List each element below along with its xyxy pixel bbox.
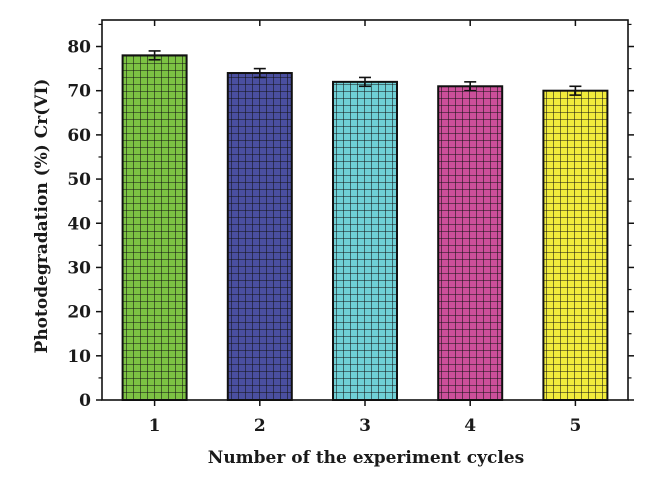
bar-cycle-3 [332,80,398,401]
y-tick-label: 20 [67,303,91,323]
bars-layer [121,50,609,402]
y-tick-label: 80 [67,38,91,58]
x-tick-label: 1 [149,416,161,436]
bar-cycle-5 [542,89,609,402]
bar-cycle-4 [437,85,504,401]
bar-cycle-2 [226,72,293,401]
error-bar-cycle-5 [569,85,582,96]
error-bar-cycle-2 [253,67,266,79]
x-tick-label: 2 [254,416,266,436]
error-bar-cycle-1 [148,50,161,61]
y-tick-label: 40 [67,214,91,234]
x-tick-label: 3 [359,416,371,436]
y-tick-label: 0 [79,391,91,411]
y-axis-title: Photodegradation (%) Cr(VI) [32,79,52,354]
y-tick-label: 50 [67,170,91,190]
x-tick-label: 4 [464,416,476,436]
x-axis-title: Number of the experiment cycles [208,448,524,468]
plot-frame [101,19,629,401]
y-tick-label: 30 [67,258,91,278]
x-tick-label: 5 [569,416,581,436]
y-tick-label: 70 [67,82,91,102]
error-bar-cycle-4 [464,81,477,92]
error-bar-cycle-3 [359,76,371,88]
y-tick-label: 60 [67,126,91,146]
y-tick-label: 10 [67,347,91,367]
bar-cycle-1 [121,54,188,401]
